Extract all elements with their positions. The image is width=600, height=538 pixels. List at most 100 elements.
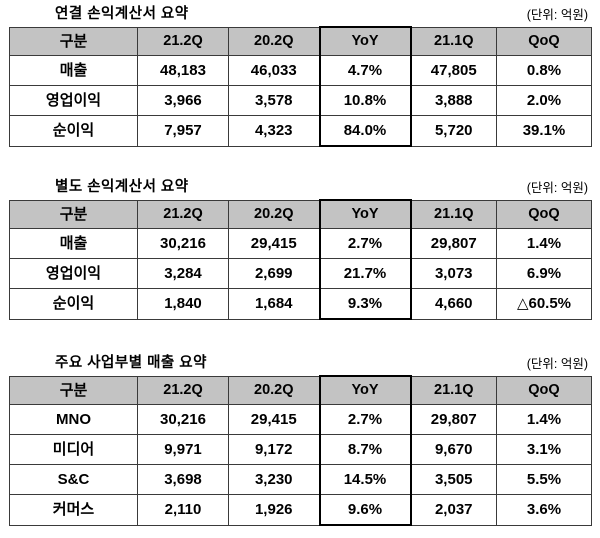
table-header-row: 구분 21.2Q 20.2Q YoY 21.1Q QoQ (9, 375, 592, 405)
cell-prev-quarter: 9,670 (410, 434, 497, 465)
cell-prev-year: 2,699 (228, 258, 320, 289)
cell-qoq: 5.5% (496, 464, 592, 495)
row-label: 미디어 (9, 434, 138, 465)
cell-prev-quarter: 29,807 (410, 404, 497, 435)
section-header: 연결 손익계산서 요약 (단위: 억원) (0, 0, 600, 26)
cell-qoq: 6.9% (496, 258, 592, 289)
cell-yoy: 14.5% (318, 464, 412, 495)
cell-qoq: 39.1% (496, 115, 592, 147)
cell-yoy: 21.7% (318, 258, 412, 289)
cell-yoy: 84.0% (318, 115, 412, 147)
cell-yoy: 2.7% (318, 228, 412, 259)
row-label: 영업이익 (9, 258, 138, 289)
column-header-prev-quarter: 21.1Q (410, 375, 497, 405)
row-label: 순이익 (9, 115, 138, 147)
column-header-label: 구분 (9, 375, 138, 405)
cell-prev-quarter: 3,073 (410, 258, 497, 289)
cell-prev-quarter: 4,660 (410, 288, 497, 320)
table-row: 매출 48,183 46,033 4.7% 47,805 0.8% (9, 55, 592, 86)
column-header-current: 21.2Q (137, 199, 229, 229)
section-separate-income-statement: 별도 손익계산서 요약 (단위: 억원) 구분 21.2Q 20.2Q YoY … (0, 173, 600, 320)
row-label: 영업이익 (9, 85, 138, 116)
cell-current: 2,110 (137, 494, 229, 526)
row-label: 매출 (9, 55, 138, 86)
table-header-row: 구분 21.2Q 20.2Q YoY 21.1Q QoQ (9, 199, 592, 229)
cell-prev-quarter: 2,037 (410, 494, 497, 526)
section-title: 별도 손익계산서 요약 (55, 179, 189, 195)
section-title: 연결 손익계산서 요약 (55, 6, 189, 22)
column-header-label: 구분 (9, 26, 138, 56)
cell-prev-quarter: 3,505 (410, 464, 497, 495)
cell-yoy: 10.8% (318, 85, 412, 116)
cell-current: 3,284 (137, 258, 229, 289)
row-label: 커머스 (9, 494, 138, 526)
section-title: 주요 사업부별 매출 요약 (55, 355, 207, 371)
table-row: S&C 3,698 3,230 14.5% 3,505 5.5% (9, 464, 592, 495)
cell-current: 3,698 (137, 464, 229, 495)
cell-current: 48,183 (137, 55, 229, 86)
cell-prev-quarter: 5,720 (410, 115, 497, 147)
section-revenue-by-business-unit: 주요 사업부별 매출 요약 (단위: 억원) 구분 21.2Q 20.2Q Yo… (0, 349, 600, 526)
cell-prev-year: 9,172 (228, 434, 320, 465)
column-header-yoy: YoY (318, 26, 412, 56)
column-header-label: 구분 (9, 199, 138, 229)
column-header-qoq: QoQ (496, 26, 592, 56)
cell-qoq: 3.1% (496, 434, 592, 465)
table-row: 매출 30,216 29,415 2.7% 29,807 1.4% (9, 228, 592, 259)
table-row: 미디어 9,971 9,172 8.7% 9,670 3.1% (9, 434, 592, 465)
column-header-prev-quarter: 21.1Q (410, 199, 497, 229)
cell-prev-year: 4,323 (228, 115, 320, 147)
table-consolidated-income-statement: 구분 21.2Q 20.2Q YoY 21.1Q QoQ 매출 48,183 4… (9, 26, 592, 147)
cell-current: 30,216 (137, 228, 229, 259)
cell-qoq: 2.0% (496, 85, 592, 116)
row-label: MNO (9, 404, 138, 435)
table-header-row: 구분 21.2Q 20.2Q YoY 21.1Q QoQ (9, 26, 592, 56)
cell-yoy: 9.3% (318, 288, 412, 320)
cell-prev-year: 29,415 (228, 228, 320, 259)
cell-current: 3,966 (137, 85, 229, 116)
table-row: 커머스 2,110 1,926 9.6% 2,037 3.6% (9, 494, 592, 526)
column-header-current: 21.2Q (137, 375, 229, 405)
cell-current: 1,840 (137, 288, 229, 320)
section-header: 별도 손익계산서 요약 (단위: 억원) (0, 173, 600, 199)
table-row: 순이익 7,957 4,323 84.0% 5,720 39.1% (9, 115, 592, 147)
column-header-prev-year: 20.2Q (228, 199, 320, 229)
column-header-qoq: QoQ (496, 199, 592, 229)
table-row: MNO 30,216 29,415 2.7% 29,807 1.4% (9, 404, 592, 435)
cell-prev-quarter: 29,807 (410, 228, 497, 259)
column-header-qoq: QoQ (496, 375, 592, 405)
unit-note: (단위: 억원) (526, 357, 588, 371)
cell-qoq: △60.5% (496, 288, 592, 320)
cell-current: 30,216 (137, 404, 229, 435)
cell-yoy: 2.7% (318, 404, 412, 435)
cell-current: 9,971 (137, 434, 229, 465)
cell-yoy: 4.7% (318, 55, 412, 86)
cell-current: 7,957 (137, 115, 229, 147)
table-row: 영업이익 3,966 3,578 10.8% 3,888 2.0% (9, 85, 592, 116)
table-revenue-by-business-unit: 구분 21.2Q 20.2Q YoY 21.1Q QoQ MNO 30,216 … (9, 375, 592, 526)
column-header-yoy: YoY (318, 375, 412, 405)
cell-qoq: 1.4% (496, 228, 592, 259)
cell-prev-year: 46,033 (228, 55, 320, 86)
row-label: 순이익 (9, 288, 138, 320)
cell-prev-year: 3,578 (228, 85, 320, 116)
section-header: 주요 사업부별 매출 요약 (단위: 억원) (0, 349, 600, 375)
column-header-prev-year: 20.2Q (228, 26, 320, 56)
cell-prev-quarter: 3,888 (410, 85, 497, 116)
unit-note: (단위: 억원) (526, 8, 588, 22)
column-header-yoy: YoY (318, 199, 412, 229)
cell-qoq: 3.6% (496, 494, 592, 526)
cell-yoy: 9.6% (318, 494, 412, 526)
unit-note: (단위: 억원) (526, 181, 588, 195)
section-consolidated-income-statement: 연결 손익계산서 요약 (단위: 억원) 구분 21.2Q 20.2Q YoY … (0, 0, 600, 147)
column-header-prev-year: 20.2Q (228, 375, 320, 405)
cell-prev-year: 1,684 (228, 288, 320, 320)
table-separate-income-statement: 구분 21.2Q 20.2Q YoY 21.1Q QoQ 매출 30,216 2… (9, 199, 592, 320)
column-header-prev-quarter: 21.1Q (410, 26, 497, 56)
cell-prev-year: 1,926 (228, 494, 320, 526)
row-label: 매출 (9, 228, 138, 259)
column-header-current: 21.2Q (137, 26, 229, 56)
cell-yoy: 8.7% (318, 434, 412, 465)
table-row: 영업이익 3,284 2,699 21.7% 3,073 6.9% (9, 258, 592, 289)
row-label: S&C (9, 464, 138, 495)
